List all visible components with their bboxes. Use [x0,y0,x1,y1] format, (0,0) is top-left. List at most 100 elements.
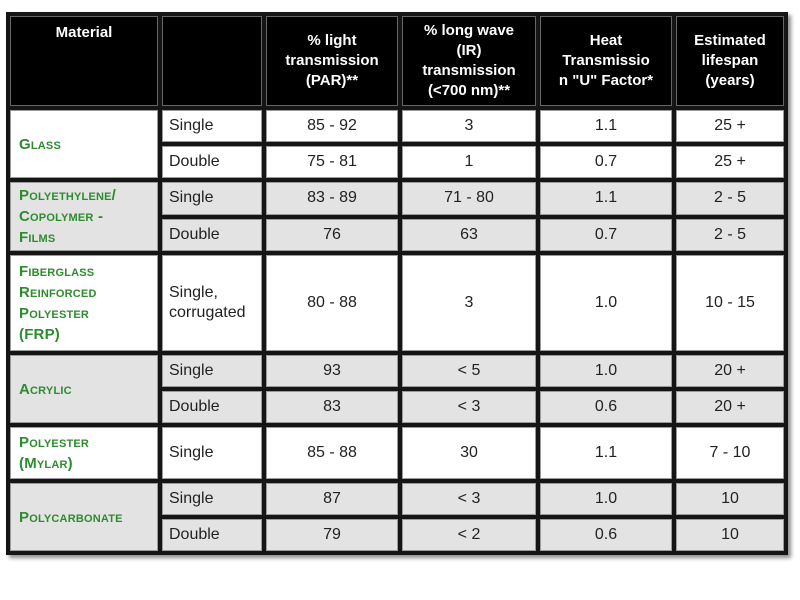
u-factor-cell: 1.1 [540,427,672,479]
table-header-row: Material % light transmission (PAR)** % long… [10,16,784,106]
u-factor-cell: 1.0 [540,355,672,387]
ir-transmission-cell: < 2 [402,519,536,551]
lifespan-cell: 20 + [676,355,784,387]
text-line: Polyester [19,434,90,451]
glazing-type-cell: Single, corrugated [162,255,262,351]
ir-transmission-cell: < 3 [402,391,536,423]
table-row: Polyethylene/Copolymer - Films Single 83 - … [10,182,784,251]
light-transmission-cell: 80 - 88 [266,255,398,351]
text-line: Acrylic [19,380,72,398]
table-body: Glass Single 85 - 92 3 1.1 25 + Double 75 - 81 1… [10,110,784,551]
table-row: Polyester (Mylar) Single 85 - 88 30 1.1 7 - 10 [10,427,784,479]
table-row: Glass Single 85 - 92 3 1.1 25 + [10,110,784,178]
ir-transmission-cell: < 3 [402,483,536,515]
ir-transmission-cell: 3 [402,255,536,351]
glazing-type-cell: Single [162,110,262,142]
text-line: % light [307,32,357,49]
ir-transmission-cell: 71 - 80 [402,182,536,215]
text-line: (PAR)** [305,72,359,89]
u-factor-cell: 1.0 [540,255,672,351]
table-row: Double 76 63 0.7 2 - 5 [10,218,784,251]
text-line: Double [169,153,220,170]
header-light-transmission: % light transmission (PAR)** [266,16,398,106]
light-transmission-cell: 79 [266,519,398,551]
text-line: Films [19,229,56,246]
lifespan-cell: 2 - 5 [676,218,784,251]
header-material: Material [10,16,158,106]
text-line: (<700 nm)** [427,82,511,99]
text-line: Glass [19,135,62,153]
header-ir-transmission: % long wave (IR) transmission (<700 nm)** [402,16,536,106]
glazing-type-cell: Single [162,355,262,387]
material-name-cell: Acrylic [10,355,158,423]
u-factor-cell: 0.6 [540,519,672,551]
table-row: Double 79 < 2 0.6 10 [10,519,784,551]
text-line: Single [169,189,214,207]
material-name-cell: Fiberglass Reinforced Polyester (FRP) [10,255,158,351]
text-line: corrugated [169,304,246,321]
u-factor-cell: 1.0 [540,483,672,515]
light-transmission-cell: 83 - 89 [266,182,398,215]
u-factor-cell: 0.7 [540,218,672,251]
text-line: Single [169,444,214,461]
lifespan-cell: 10 [676,483,784,515]
header-u-factor: Heat Transmissio n "U" Factor* [540,16,672,106]
text-line: Polycarbonate [19,508,123,526]
text-line: transmission [422,62,516,79]
text-line: transmission [285,52,379,69]
light-transmission-cell: 87 [266,483,398,515]
text-line: Fiberglass [19,263,95,280]
text-line: Polyester [19,305,90,322]
u-factor-cell: 0.7 [540,146,672,178]
header-type [162,16,262,106]
materials-table-container: Material % light transmission (PAR)** % long… [6,12,788,555]
lifespan-cell: 10 - 15 [676,255,784,351]
table-row: Fiberglass Reinforced Polyester (FRP) Single… [10,255,784,351]
table-row: Polycarbonate Single 87 < 3 1.0 10 [10,483,784,551]
text-line: Heat [589,32,623,49]
ir-transmission-cell: 1 [402,146,536,178]
light-transmission-cell: 85 - 88 [266,427,398,479]
text-line: Double [169,398,220,415]
glazing-type-cell: Double [162,391,262,423]
glazing-type-cell: Double [162,146,262,178]
light-transmission-cell: 76 [266,218,398,251]
material-name-cell: Polycarbonate [10,483,158,551]
lifespan-cell: 25 + [676,146,784,178]
text-line: (years) [705,72,755,89]
text-line: % long wave [423,22,515,39]
text-line: lifespan [701,52,759,69]
text-line: Single [169,362,214,379]
table-row: Double 75 - 81 1 0.7 25 + [10,146,784,178]
header-lifespan: Estimated lifespan (years) [676,16,784,106]
text-line: Single, [169,284,218,301]
text-line: Transmissio [562,52,650,69]
text-line: Single [169,117,214,134]
text-line: (FRP) [19,326,60,343]
lifespan-cell: 10 [676,519,784,551]
lifespan-cell: 20 + [676,391,784,423]
ir-transmission-cell: 63 [402,218,536,251]
glazing-type-cell: Double [162,519,262,551]
u-factor-cell: 1.1 [540,110,672,142]
u-factor-cell: 1.1 [540,182,672,215]
text-line: Estimated [694,32,766,49]
glazing-type-cell: Double [162,218,262,251]
light-transmission-cell: 85 - 92 [266,110,398,142]
table-row: Double 83 < 3 0.6 20 + [10,391,784,423]
text-line: n "U" Factor* [558,72,654,89]
text-line: (Mylar) [19,455,73,472]
ir-transmission-cell: < 5 [402,355,536,387]
text-line: Material [55,24,113,41]
lifespan-cell: 2 - 5 [676,182,784,215]
light-transmission-cell: 93 [266,355,398,387]
light-transmission-cell: 83 [266,391,398,423]
glazing-type-cell: Single [162,182,262,215]
material-name-cell: Polyethylene/Copolymer - Films [10,182,158,251]
table-row: Acrylic Single 93 < 5 1.0 20 + [10,355,784,423]
glazing-materials-table: Material % light transmission (PAR)** % long… [6,12,788,555]
light-transmission-cell: 75 - 81 [266,146,398,178]
text-line: Polyethylene/ [19,187,117,204]
text-line: Single [169,490,214,507]
text-line: Double [169,526,220,543]
